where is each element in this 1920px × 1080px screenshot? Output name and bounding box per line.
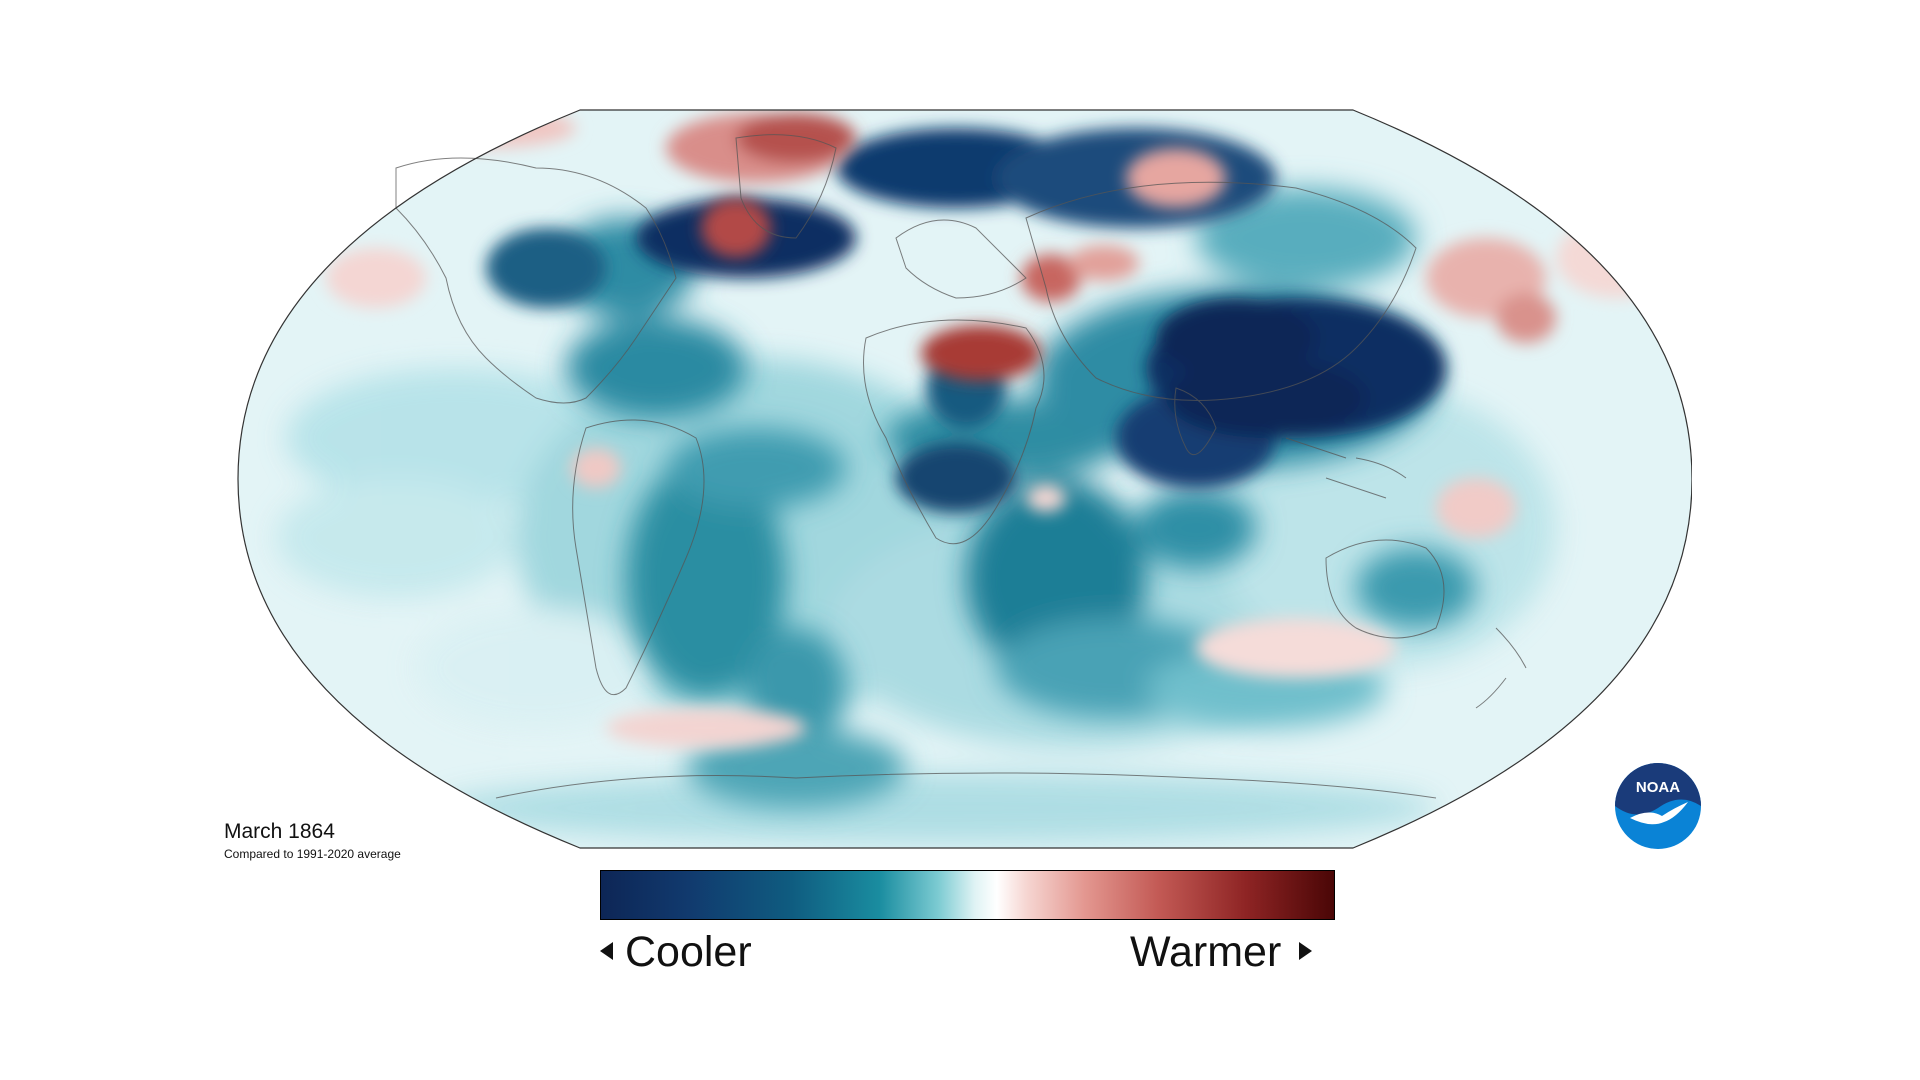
map-title: March 1864: [224, 820, 335, 843]
anomaly-field: [238, 110, 1692, 848]
color-scale-bar: [600, 870, 1335, 920]
noaa-logo-icon: NOAA: [1614, 762, 1702, 850]
warmer-label: Warmer: [1130, 928, 1282, 976]
map-caption: March 1864 Compared to 1991-2020 average: [224, 820, 401, 862]
cooler-label: Cooler: [625, 928, 752, 976]
map-subtitle: Compared to 1991-2020 average: [224, 847, 401, 861]
anomaly-map: [236, 108, 1692, 850]
triangle-right-icon: [1299, 942, 1313, 960]
anomaly-map-svg: [237, 109, 1692, 849]
map-outline: [237, 109, 1692, 849]
coastlines: [395, 134, 1527, 799]
triangle-left-icon: [600, 942, 613, 960]
legend-cooler: Cooler: [600, 926, 752, 978]
legend-warmer: Warmer: [1130, 926, 1313, 978]
svg-text:NOAA: NOAA: [1636, 779, 1680, 796]
